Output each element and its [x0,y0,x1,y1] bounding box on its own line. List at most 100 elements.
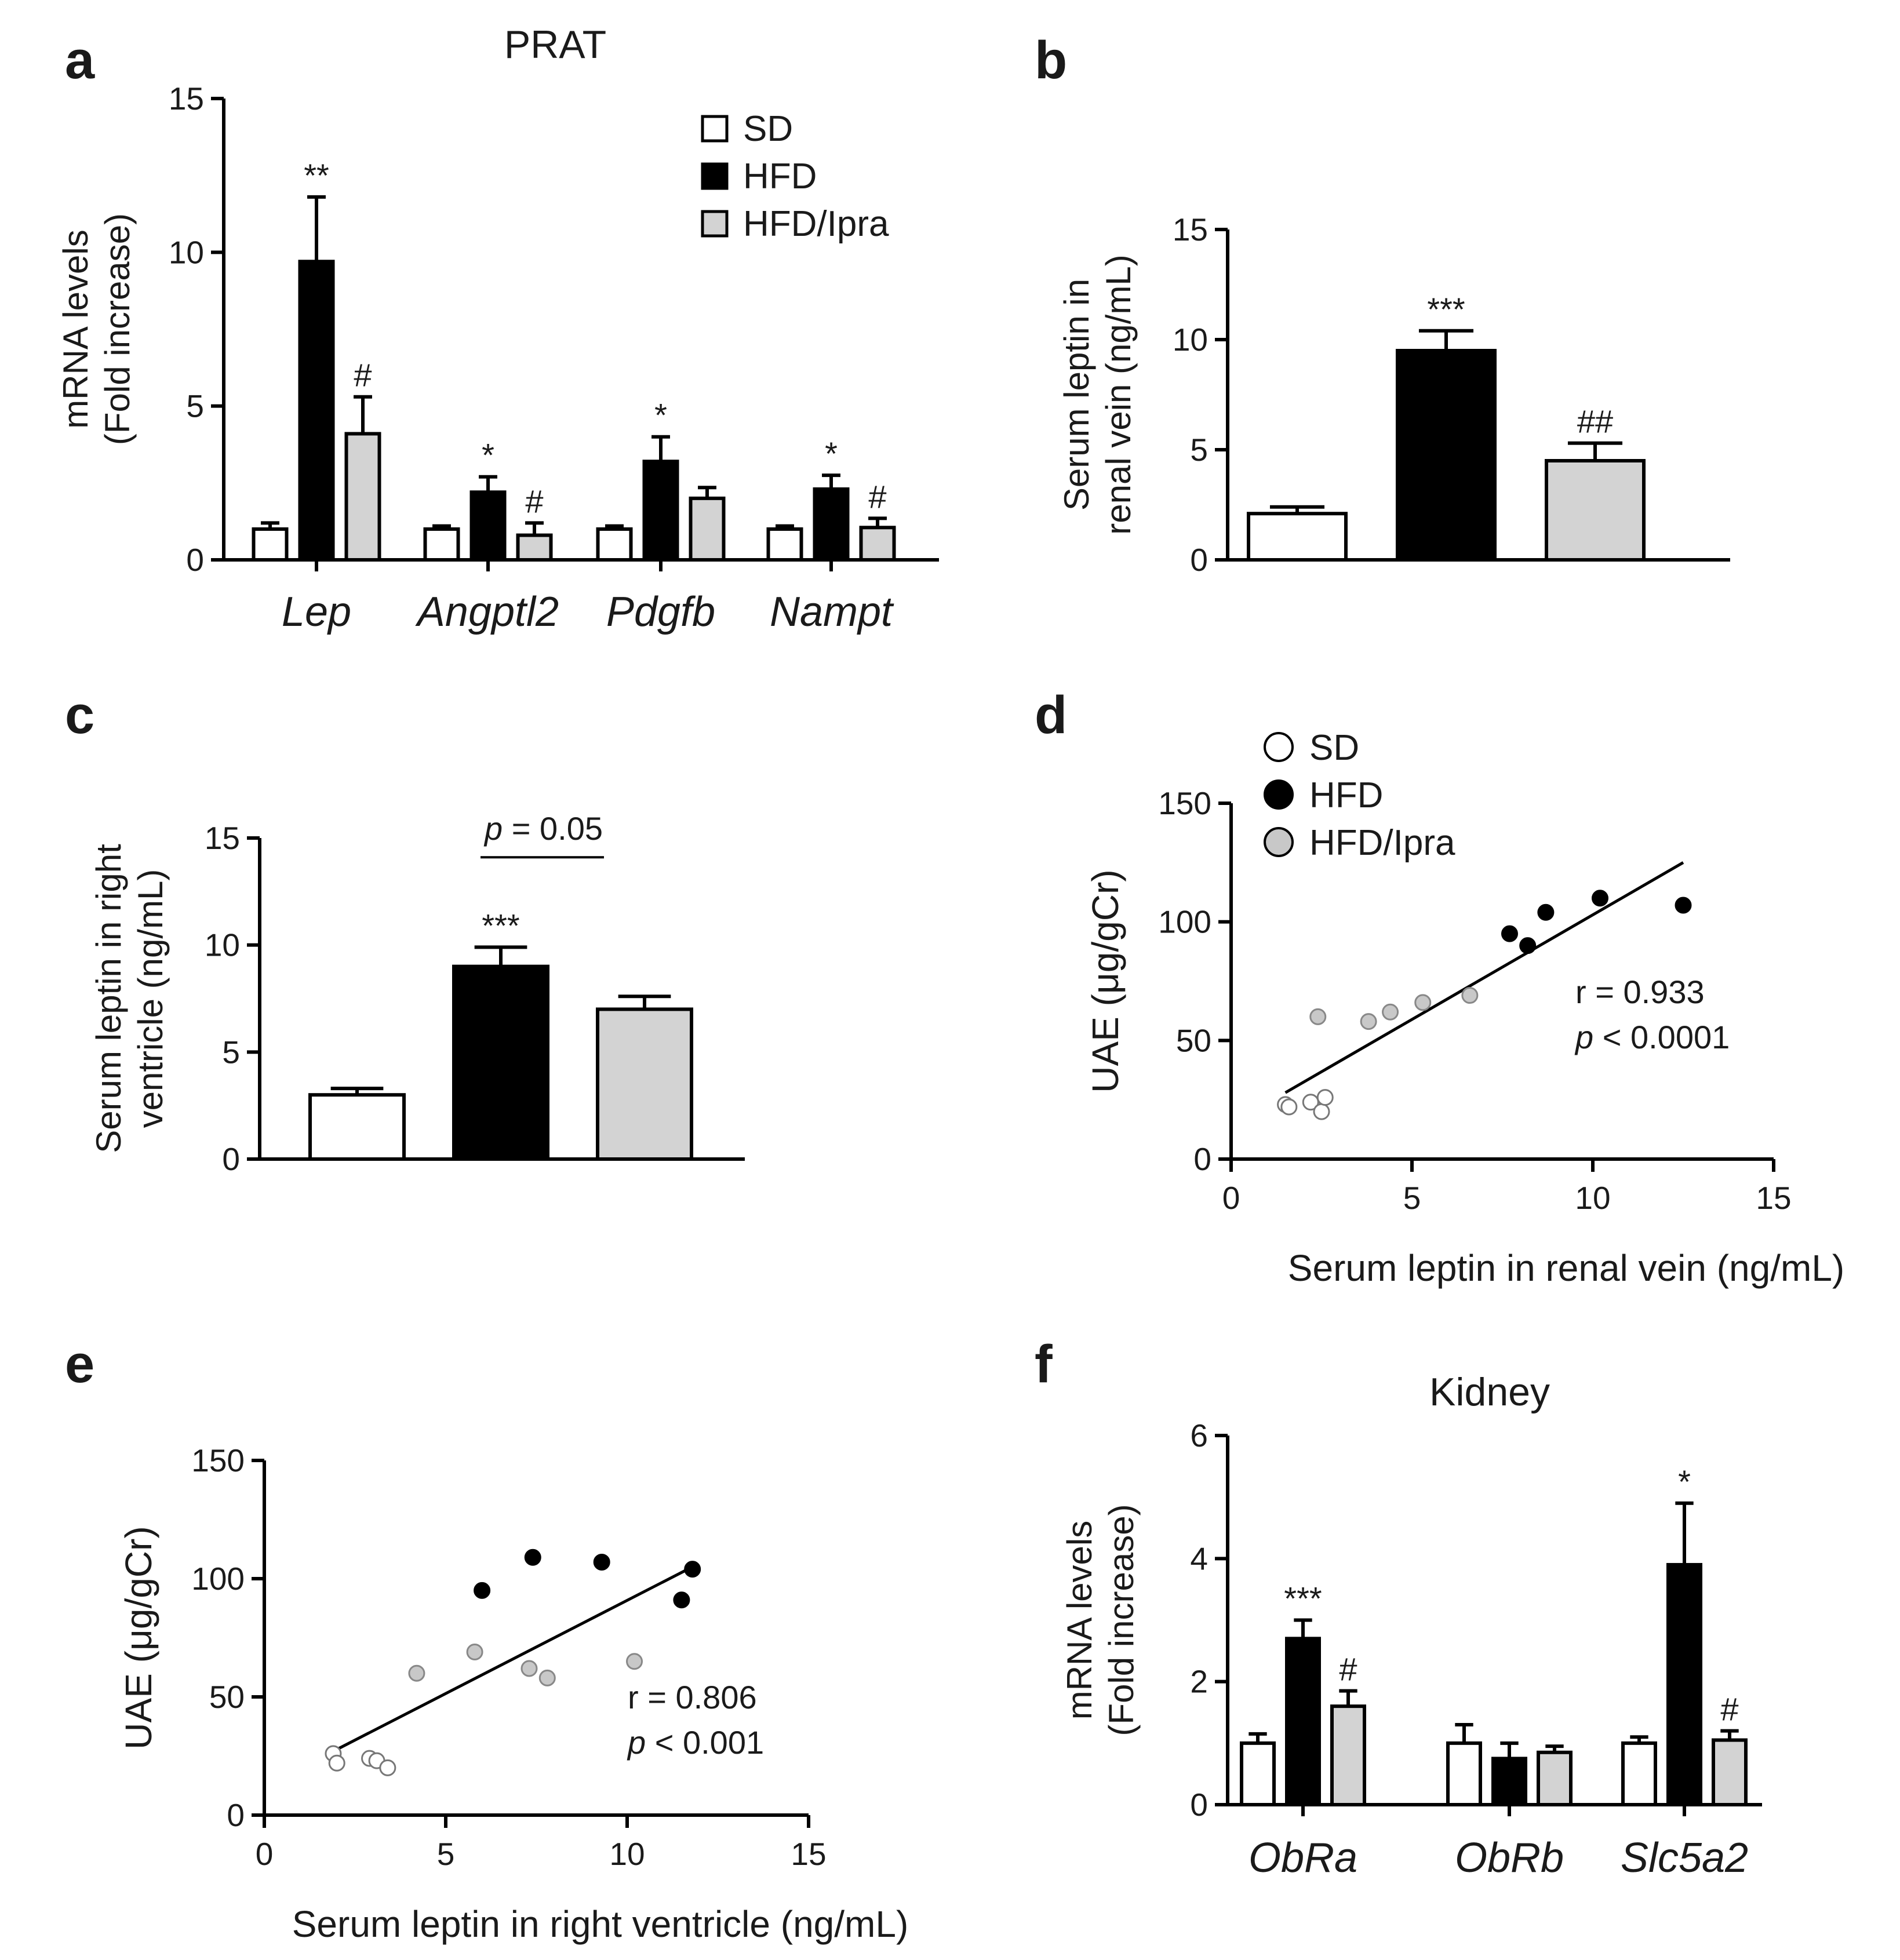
panel-e-point-hfd-ipra [521,1660,538,1677]
panel-f-hfd-ipra-bar [1330,1704,1366,1806]
panel-d-y-axis-label: UAE (μg/gCr) [1084,869,1126,1092]
panel-e-point-hfd-ipra [466,1643,483,1660]
panel-c-comparison-label: p = 0.05 [483,810,603,847]
panel-f-hfd-bar [1491,1757,1527,1806]
panel-f-y-tick-label: 4 [1190,1540,1208,1576]
panel-letter-b: b [1035,31,1067,90]
panel-e-y-tick-label: 100 [191,1561,245,1597]
panel-a-y-tick-label: 0 [186,542,204,578]
panel-c-y-axis-label: Serum leptin in rightventricle (ng/mL) [89,844,170,1153]
panel-d-point-sd [1313,1103,1330,1120]
panel-a-hfd-bar [813,487,850,562]
panel-d-legend-label: HFD [1309,775,1383,815]
panel-e-point-hfd-ipra [626,1653,643,1670]
panel-a-hfd-ipra-bar [516,533,553,562]
panel-e-x-tick-label: 15 [791,1836,826,1872]
panel-f-category-label: ObRa [1249,1835,1357,1881]
panel-f-category-label: ObRb [1455,1835,1564,1881]
panel-e: e 0 50 100 150 0 5 10 15 Serum leptin in right ve… [65,1335,908,1945]
panel-e-regression-line [332,1565,693,1753]
panel-f-hfd-bar [1666,1562,1702,1806]
panel-d-point-hfd-ipra [1414,994,1432,1011]
panel-f-title: Kidney [1429,1370,1550,1414]
panel-a-legend-label: SD [743,109,793,149]
panel-f-y-axis-label: mRNA levels(Fold increase) [1060,1504,1141,1736]
panel-a-y-tick-label: 10 [169,234,204,270]
panel-a-hfd-ipra-bar [859,526,896,562]
panel-a-sd-bar [423,527,460,562]
panel-e-point-sd [379,1759,396,1776]
panel-f-hfd-bar [1285,1637,1321,1807]
panel-letter-c: c [65,686,94,745]
panel-b-significance-mark: *** [1427,291,1465,327]
panel-a-hfd-bar [642,460,679,562]
panel-d-point-hfd-ipra [1360,1013,1377,1030]
panel-d-x-tick-label: 0 [1222,1180,1240,1216]
panel-d-y-tick-label: 50 [1176,1022,1211,1058]
panel-d-x-axis-label: Serum leptin in renal vein (ng/mL) [1288,1247,1844,1289]
panel-e-point-hfd [684,1561,701,1578]
panel-a-y-tick-label: 15 [169,81,204,116]
panel-b-hfd-bar [1396,349,1497,562]
panel-a-title: PRAT [504,23,606,67]
panel-a-legend-label: HFD/Ipra [743,204,889,244]
panel-a-legend-swatch [701,162,729,190]
panel-e-point-hfd-ipra [408,1664,425,1682]
panel-e-point-hfd [524,1549,541,1566]
panel-d-y-tick-label: 150 [1158,785,1211,821]
panel-letter-f: f [1035,1335,1053,1394]
panel-a-hfd-ipra-bar [344,432,381,562]
panel-e-point-hfd [593,1553,610,1571]
panel-f-hfd-ipra-bar [1712,1738,1748,1806]
panel-d-point-hfd [1675,897,1692,914]
panel-f-category-label: Slc5a2 [1621,1835,1748,1881]
panel-a-y-axis-label: mRNA levels(Fold increase) [56,213,137,445]
panel-d-point-hfd-ipra [1461,987,1479,1004]
panel-d-y-tick-label: 100 [1158,904,1211,940]
panel-c: c 0 5 10 15 Serum leptin in rightventricle (n… [65,686,745,1177]
panel-d-legend-label: HFD/Ipra [1309,823,1455,863]
panel-a-significance-mark: # [354,357,372,394]
panel-e-point-hfd-ipra [538,1669,556,1686]
panel-a-hfd-bar [469,490,507,562]
panel-f-significance-mark: # [1720,1691,1738,1728]
panel-d: d 0 50 100 150 0 5 10 15 Serum leptin in renal ve… [1035,686,1844,1289]
panel-a-legend-label: HFD [743,156,817,196]
panel-f-sd-bar [1621,1741,1657,1806]
panel-letter-d: d [1035,686,1067,745]
panel-b-y-tick-label: 10 [1173,322,1208,358]
panel-e-x-axis-label: Serum leptin in right ventricle (ng/mL) [292,1903,909,1945]
panel-e-x-tick-label: 10 [609,1836,645,1872]
panel-d-p-value: p < 0.0001 [1574,1019,1730,1055]
panel-c-sd-bar [308,1093,406,1161]
panel-f-sd-bar [1446,1741,1482,1806]
panel-a-significance-mark: # [868,478,886,515]
panel-f-y-tick-label: 2 [1190,1664,1208,1700]
panel-b-y-axis-label: Serum leptin inrenal vein (ng/mL) [1057,254,1138,535]
panel-c-hfd-ipra-bar [596,1007,693,1161]
panel-b-y-tick-label: 0 [1190,542,1208,578]
panel-f-significance-mark: # [1339,1651,1357,1688]
panel-e-x-tick-label: 5 [437,1836,455,1872]
panel-d-x-tick-label: 15 [1756,1180,1791,1216]
panel-b-y-tick-label: 15 [1173,212,1208,247]
panel-d-point-sd [1316,1089,1334,1106]
panel-b-y-tick-label: 5 [1190,432,1208,468]
panel-e-y-tick-label: 50 [209,1679,245,1715]
panel-f-significance-mark: * [1678,1463,1691,1500]
panel-f-y-tick-label: 6 [1190,1418,1208,1453]
panel-a-significance-mark: * [482,437,494,473]
panel-d-x-tick-label: 5 [1403,1180,1421,1216]
panel-f-sd-bar [1240,1741,1276,1806]
panel-e-y-tick-label: 150 [191,1442,245,1478]
panel-a-sd-bar [596,527,633,562]
panel-a-significance-mark: ** [304,157,329,194]
panel-e-point-hfd [474,1582,491,1599]
panel-letter-a: a [65,31,95,90]
panel-a-category-label: Pdgfb [606,589,715,635]
panel-d-legend-marker [1264,779,1294,810]
panel-d-legend-marker [1264,732,1294,762]
panel-c-y-tick-label: 0 [222,1141,240,1177]
